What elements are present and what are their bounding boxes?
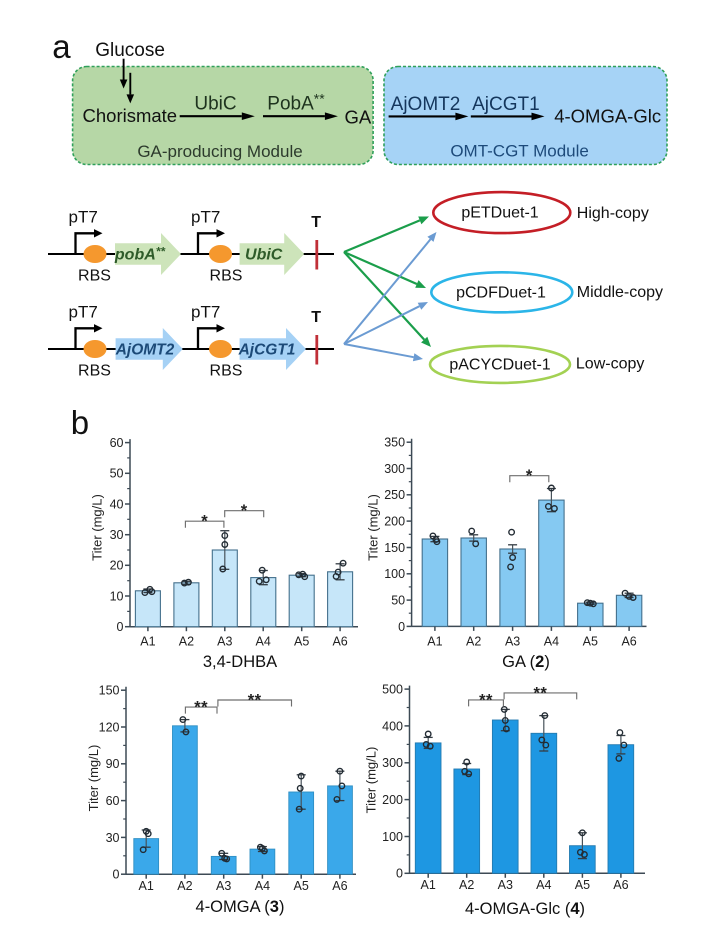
svg-text:A1: A1	[139, 879, 154, 893]
svg-text:500: 500	[382, 683, 403, 697]
svg-text:Glucose: Glucose	[95, 40, 165, 61]
svg-text:A3: A3	[217, 634, 232, 648]
svg-text:T: T	[311, 214, 321, 231]
svg-text:200: 200	[384, 515, 405, 529]
svg-text:A1: A1	[140, 634, 155, 648]
svg-text:A5: A5	[294, 879, 309, 893]
svg-text:pETDuet-1: pETDuet-1	[461, 205, 538, 222]
svg-text:pCDFDuet-1: pCDFDuet-1	[456, 285, 546, 302]
svg-text:pobA**: pobA**	[114, 245, 167, 264]
svg-text:RBS: RBS	[210, 363, 243, 380]
svg-text:RBS: RBS	[78, 363, 111, 380]
svg-text:A2: A2	[466, 634, 481, 648]
svg-text:GA (2): GA (2)	[502, 653, 550, 671]
svg-text:300: 300	[384, 462, 405, 476]
svg-text:Titer (mg/L): Titer (mg/L)	[366, 494, 381, 561]
svg-text:A4: A4	[536, 878, 551, 892]
svg-text:A4: A4	[544, 634, 559, 648]
svg-text:**: **	[533, 684, 547, 702]
svg-text:T: T	[311, 309, 321, 326]
svg-text:A6: A6	[621, 634, 636, 648]
svg-text:**: **	[248, 692, 262, 710]
svg-text:b: b	[71, 404, 89, 441]
svg-text:A3: A3	[216, 879, 231, 893]
svg-text:A6: A6	[613, 878, 628, 892]
svg-text:50: 50	[391, 594, 405, 608]
svg-text:4-OMGA-Glc (4): 4-OMGA-Glc (4)	[465, 900, 585, 918]
svg-text:0: 0	[113, 868, 120, 882]
svg-text:400: 400	[382, 719, 403, 733]
svg-text:0: 0	[396, 867, 403, 881]
svg-text:A2: A2	[177, 879, 192, 893]
svg-text:Titer (mg/L): Titer (mg/L)	[86, 745, 101, 812]
svg-text:A3: A3	[505, 634, 520, 648]
svg-text:0: 0	[398, 620, 405, 634]
svg-text:0: 0	[117, 620, 124, 634]
svg-text:*: *	[526, 467, 533, 485]
svg-text:AjOMT2: AjOMT2	[391, 94, 461, 115]
svg-text:A1: A1	[421, 878, 436, 892]
svg-text:AjCGT1: AjCGT1	[238, 342, 296, 359]
svg-text:GA: GA	[345, 107, 372, 128]
svg-text:350: 350	[384, 436, 405, 450]
svg-text:Titer (mg/L): Titer (mg/L)	[90, 494, 105, 561]
svg-text:GA-producing Module: GA-producing Module	[137, 142, 302, 161]
svg-text:AjOMT2: AjOMT2	[115, 342, 175, 359]
svg-text:Low-copy: Low-copy	[576, 356, 644, 373]
svg-text:250: 250	[384, 488, 405, 502]
svg-text:pT7: pT7	[69, 208, 98, 227]
svg-text:*: *	[201, 513, 208, 531]
svg-text:30: 30	[106, 831, 120, 845]
svg-text:4-OMGA (3): 4-OMGA (3)	[196, 898, 285, 916]
svg-text:300: 300	[382, 756, 403, 770]
svg-text:A2: A2	[179, 634, 194, 648]
svg-text:A6: A6	[332, 634, 347, 648]
svg-text:120: 120	[99, 720, 120, 734]
svg-text:Middle-copy: Middle-copy	[577, 284, 663, 301]
svg-text:Titer (mg/L): Titer (mg/L)	[364, 747, 379, 814]
svg-text:A5: A5	[575, 878, 590, 892]
svg-text:100: 100	[382, 830, 403, 844]
svg-text:**: **	[194, 699, 208, 717]
svg-text:High-copy: High-copy	[577, 205, 649, 222]
svg-text:150: 150	[99, 684, 120, 698]
svg-text:OMT-CGT Module: OMT-CGT Module	[450, 142, 589, 161]
svg-text:A5: A5	[583, 634, 598, 648]
svg-text:Chorismate: Chorismate	[83, 105, 178, 126]
svg-text:50: 50	[110, 467, 124, 481]
svg-text:A6: A6	[332, 879, 347, 893]
svg-text:*: *	[241, 502, 248, 520]
svg-text:A5: A5	[294, 634, 309, 648]
svg-text:a: a	[52, 28, 71, 65]
svg-text:UbiC: UbiC	[194, 94, 236, 115]
svg-text:A2: A2	[459, 878, 474, 892]
svg-text:A1: A1	[427, 634, 442, 648]
svg-text:A4: A4	[255, 879, 270, 893]
svg-text:A3: A3	[498, 878, 513, 892]
svg-text:3,4-DHBA: 3,4-DHBA	[203, 653, 277, 671]
svg-text:20: 20	[110, 559, 124, 573]
svg-text:60: 60	[110, 436, 124, 450]
svg-text:**: **	[479, 691, 493, 709]
svg-text:RBS: RBS	[78, 268, 111, 285]
svg-text:pT7: pT7	[69, 303, 98, 322]
svg-text:RBS: RBS	[210, 268, 243, 285]
svg-text:40: 40	[110, 497, 124, 511]
svg-text:pT7: pT7	[191, 303, 220, 322]
svg-text:10: 10	[110, 589, 124, 603]
svg-text:pT7: pT7	[191, 208, 220, 227]
svg-text:UbiC: UbiC	[245, 247, 283, 264]
svg-text:4-OMGA-Glc: 4-OMGA-Glc	[554, 106, 661, 127]
svg-text:AjCGT1: AjCGT1	[472, 94, 540, 115]
svg-text:100: 100	[384, 567, 405, 581]
svg-text:30: 30	[110, 528, 124, 542]
svg-text:90: 90	[106, 757, 120, 771]
svg-text:200: 200	[382, 793, 403, 807]
svg-text:A4: A4	[256, 634, 271, 648]
svg-text:60: 60	[106, 794, 120, 808]
svg-text:150: 150	[384, 541, 405, 555]
svg-text:pACYCDuet-1: pACYCDuet-1	[449, 357, 550, 374]
